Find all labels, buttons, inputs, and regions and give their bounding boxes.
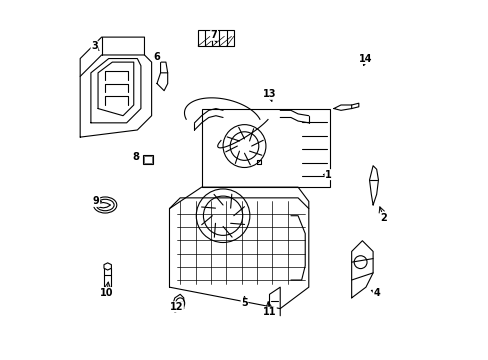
Bar [142,155,153,164]
Bar [198,30,233,46]
Text: 4: 4 [372,288,379,297]
Text: 9: 9 [93,197,100,206]
Bar [104,267,111,287]
Bar [201,109,329,187]
Text: 3: 3 [91,41,98,51]
Text: 6: 6 [153,52,160,62]
Text: 8: 8 [132,152,139,162]
Bar [143,156,152,163]
Text: 11: 11 [262,307,276,317]
Text: 5: 5 [241,298,247,308]
Text: 7: 7 [210,30,217,40]
Text: 1: 1 [325,170,331,180]
Text: 14: 14 [359,54,372,64]
Text: 2: 2 [380,212,386,222]
Text: 13: 13 [262,89,276,99]
Text: 10: 10 [100,288,114,297]
Text: 12: 12 [169,302,183,312]
Polygon shape [104,263,111,270]
